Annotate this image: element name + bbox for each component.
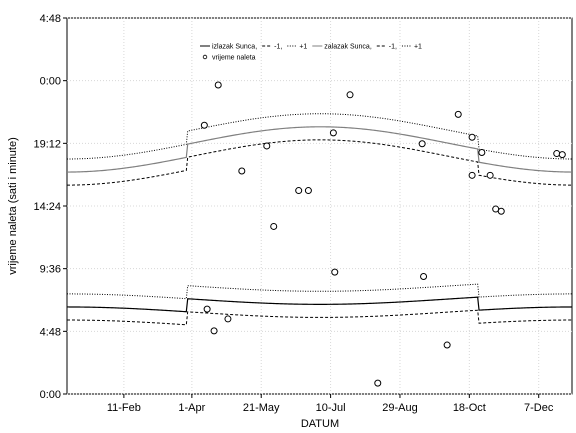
data-point-9: [304, 187, 312, 195]
data-point-6: [263, 142, 271, 150]
data-point-21: [486, 171, 494, 179]
legend-label-0: izlazak Sunca,: [212, 44, 257, 51]
data-point-1: [203, 305, 211, 313]
legend: izlazak Sunca, -1, +1 zalazak Sunca, -1, +1 vr…: [200, 44, 422, 62]
x-tick-label-1: 1-Apr: [178, 402, 205, 414]
grid: [67, 17, 572, 395]
x-tick-label-4: 29-Aug: [382, 402, 417, 414]
curve-4: [67, 139, 573, 186]
legend-label-points: vrijeme naleta: [212, 55, 256, 62]
data-point-8: [295, 187, 303, 195]
y-tick-label-3: 14:24: [33, 201, 61, 213]
y-tick-label-2: 9:36: [40, 264, 61, 276]
x-tick-label-6: 7-Dec: [524, 402, 554, 414]
legend-label-5: +1: [414, 44, 422, 51]
legend-marker-points: [202, 54, 208, 60]
data-point-16: [443, 341, 451, 349]
curves: [66, 113, 573, 326]
x-tick-label-0: 11-Feb: [107, 402, 141, 414]
legend-label-4: -1,: [389, 44, 397, 51]
y-tick-label-0: 0:00: [40, 389, 61, 401]
data-point-17: [454, 110, 462, 118]
y-tick-label-6: 4:48: [40, 13, 61, 25]
x-tick-label-2: 21-May: [243, 402, 280, 414]
y-axis-title: vrijeme naleta (sati i minute): [7, 137, 19, 275]
data-point-24: [553, 150, 561, 158]
axis-ticks: 11-Feb 1-Apr 21-May 10-Jul 29-Aug 18-Oct 7-Dec…: [33, 13, 553, 414]
data-point-20: [478, 148, 486, 156]
x-tick-label-3: 10-Jul: [316, 402, 346, 414]
x-tick-label-5: 18-Oct: [453, 402, 486, 414]
curve-0: [67, 296, 573, 313]
data-point-19: [468, 171, 476, 179]
data-point-11: [331, 268, 339, 276]
data-point-7: [270, 222, 278, 230]
data-point-2: [210, 327, 218, 335]
y-tick-label-4: 19:12: [33, 138, 61, 150]
data-point-12: [346, 91, 354, 99]
data-point-3: [214, 81, 222, 89]
data-point-15: [420, 273, 428, 280]
y-tick-label-5: 0:00: [40, 76, 61, 88]
data-point-14: [418, 140, 426, 148]
data-point-5: [238, 167, 246, 175]
curve-3: [66, 126, 572, 173]
data-point-23: [497, 207, 505, 215]
data-point-25: [558, 151, 566, 159]
data-point-10: [329, 129, 337, 137]
data-point-0: [200, 121, 208, 129]
data-point-13: [374, 379, 382, 387]
x-axis-title: DATUM: [301, 418, 339, 430]
legend-label-1: -1,: [274, 44, 282, 51]
data-point-18: [468, 133, 476, 141]
data-points: [200, 81, 566, 387]
data-point-4: [224, 315, 232, 323]
legend-label-2: +1: [299, 44, 307, 51]
y-tick-label-1: 4:48: [40, 326, 61, 338]
legend-label-3: zalazak Sunca,: [324, 44, 372, 51]
